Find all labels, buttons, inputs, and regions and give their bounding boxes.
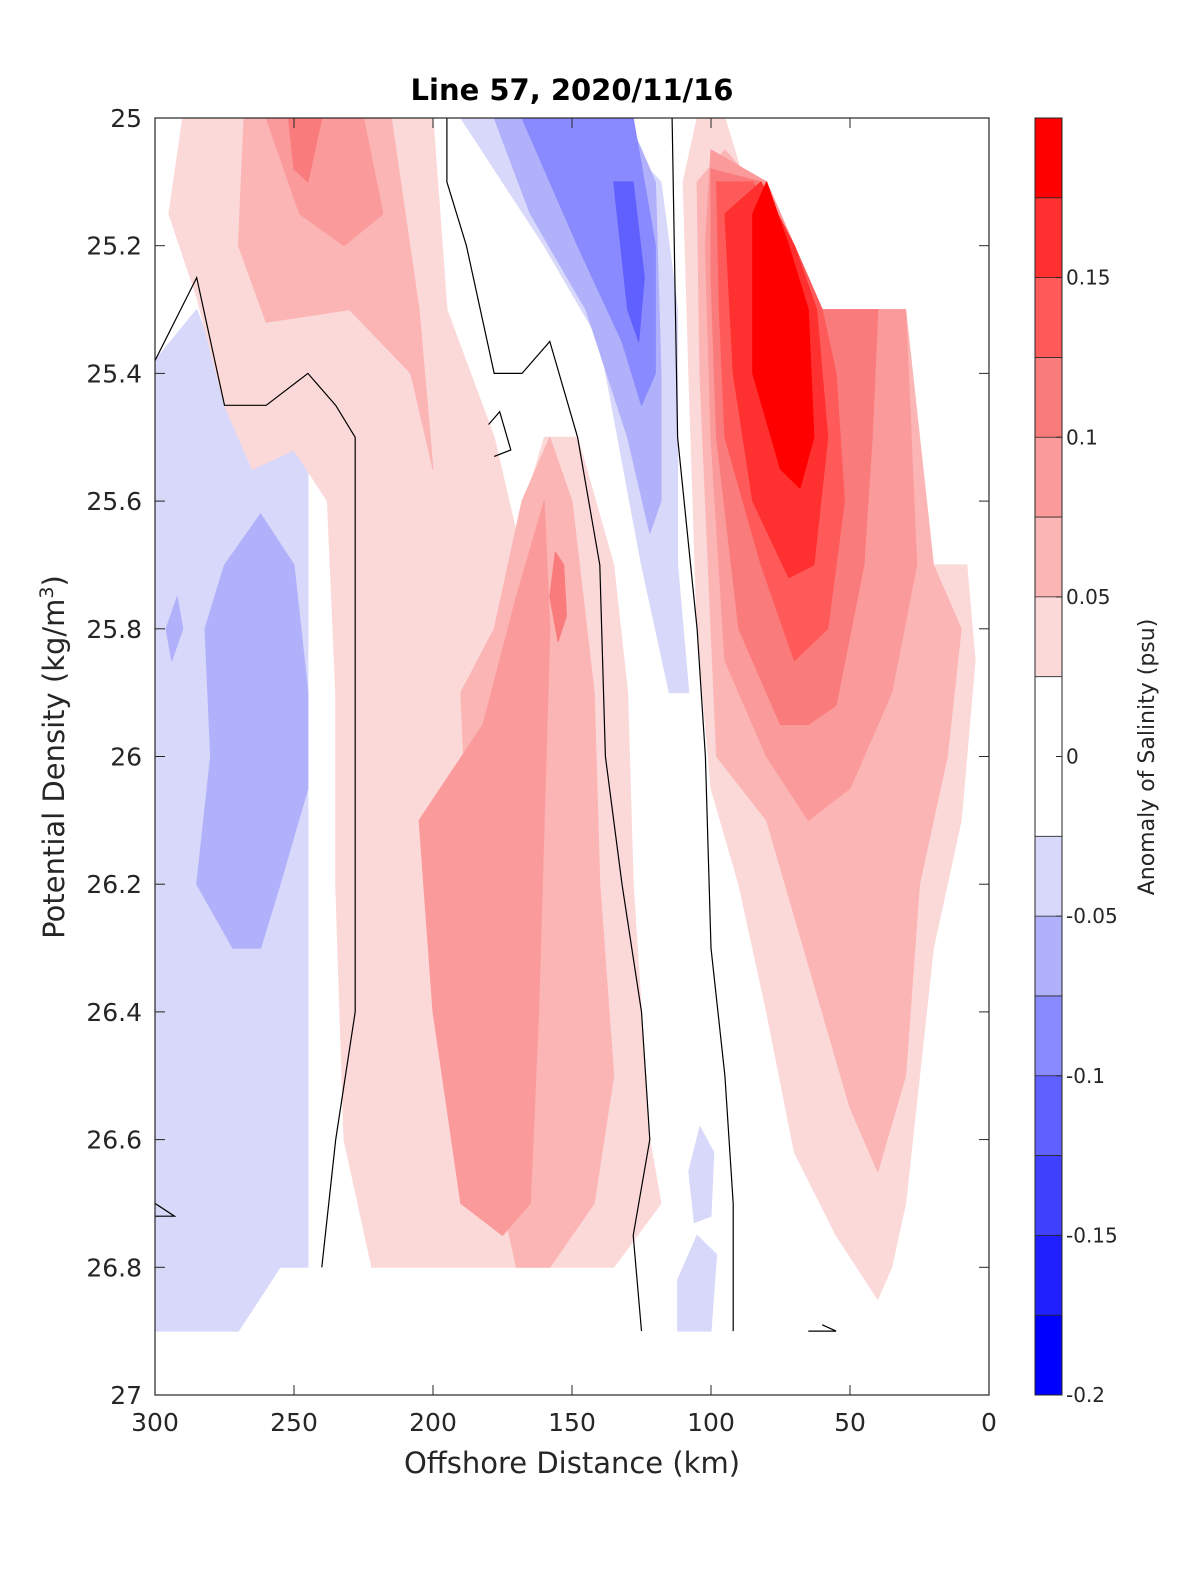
colorbar-tick-label: -0.2 [1066,1383,1105,1407]
colorbar-swatch [1035,836,1062,917]
y-axis-label-superscript: 3 [36,586,58,598]
contour-region-13 [418,500,551,1236]
y-tick-label: 26.6 [86,1126,142,1155]
colorbar-label: Anomaly of Salinity (psu) [1135,619,1160,896]
y-axis-ticks: 25 25.2 25.4 25.6 25.8 26 26.2 26.4 26.6 26.8 27 [86,104,989,1410]
x-tick-label: 300 [131,1408,179,1437]
colorbar-tick-label: 0.1 [1066,425,1098,449]
colorbar-swatch [1035,118,1062,198]
colorbar-swatch [1035,916,1062,996]
x-tick-label: 200 [409,1408,457,1437]
colorbar-swatch [1035,437,1062,518]
y-tick-label: 25 [110,104,142,133]
colorbar-swatch [1035,1075,1062,1156]
zero-contour-layer [155,118,837,1332]
colorbar-tick-label: -0.15 [1066,1223,1118,1247]
x-axis-label: Offshore Distance (km) [404,1446,740,1480]
zero-contour-line-2 [671,118,734,1332]
x-tick-label: 50 [834,1408,866,1437]
contour-region-6 [613,181,645,342]
colorbar-swatch [1035,995,1062,1076]
y-tick-label: 27 [110,1381,142,1410]
colorbar-swatch [1035,1235,1062,1316]
colorbar-tick-label: 0.05 [1066,585,1111,609]
zero-contour-line-3 [488,410,512,457]
y-tick-label: 25.8 [86,615,142,644]
y-tick-label: 25.2 [86,232,142,261]
colorbar-swatch [1035,357,1062,438]
colorbar-swatch [1035,596,1062,677]
contour-region-8 [677,1234,718,1332]
x-tick-label: 150 [548,1408,596,1437]
contour-fill-layer [155,118,976,1332]
contour-region-10 [237,118,434,470]
contour-region-1 [196,513,309,949]
contour-region-14 [287,118,323,183]
colorbar-tick-label: 0.15 [1066,266,1111,290]
y-tick-label: 25.6 [86,487,142,516]
colorbar-swatch [1035,1315,1062,1395]
y-axis-label-close: ) [37,575,71,586]
colorbar-swatch [1035,1155,1062,1236]
y-tick-label: 26.8 [86,1253,142,1282]
y-tick-label: 25.4 [86,359,142,388]
zero-contour-line-1 [446,118,651,1332]
contour-region-2 [165,596,184,662]
colorbar-swatch [1035,517,1062,597]
colorbar-tick-label: -0.05 [1066,904,1118,928]
zero-contour-line-5 [808,1324,837,1332]
contour-region-15 [549,551,567,643]
x-tick-label: 250 [270,1408,318,1437]
x-tick-label: 0 [981,1408,997,1437]
colorbar-swatch [1035,277,1062,358]
y-tick-label: 26 [110,743,142,772]
zero-contour-line-4 [155,1202,177,1217]
zero-contour-line-0 [155,275,356,1268]
colorbar-tick-label: -0.1 [1066,1064,1105,1088]
y-axis-label-main: Potential Density (kg/m [37,599,71,939]
y-tick-label: 26.2 [86,870,142,899]
y-tick-label: 26.4 [86,998,142,1027]
colorbar-ticks: -0.2 -0.15 -0.1 -0.05 0 0.05 0.1 0.15 [1056,266,1118,1407]
colorbar-tick-label: 0 [1066,745,1079,769]
chart-title: Line 57, 2020/11/16 [411,73,734,107]
y-axis-label: Potential Density (kg/m3) [36,575,71,939]
contour-region-22 [752,181,815,489]
x-tick-label: 100 [687,1408,735,1437]
colorbar-swatch [1035,197,1062,278]
x-axis-ticks: 300 250 200 150 100 50 0 [131,118,997,1437]
contour-region-7 [688,1126,715,1224]
